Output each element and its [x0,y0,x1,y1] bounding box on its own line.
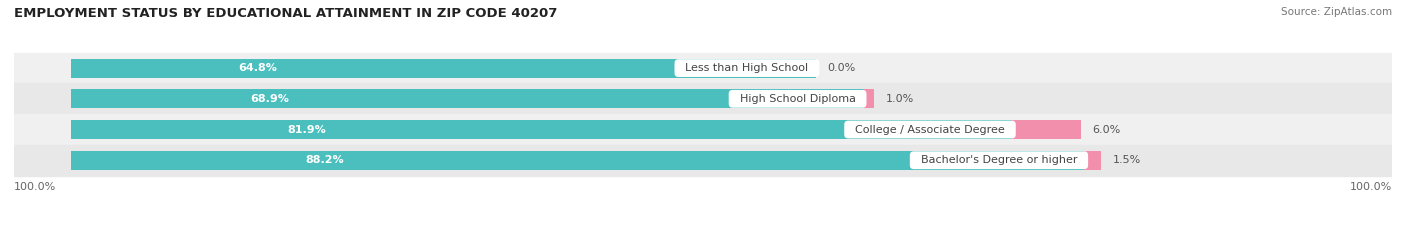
Bar [14,83,1392,114]
Bar [14,53,1392,83]
Legend: In Labor Force, Unemployed: In Labor Force, Unemployed [599,231,807,233]
Text: 64.8%: 64.8% [238,63,277,73]
Bar [1012,120,1081,139]
Bar [14,114,1392,145]
Bar [863,89,875,108]
Bar [72,89,863,108]
Text: 6.0%: 6.0% [1092,124,1121,134]
Text: 88.2%: 88.2% [305,155,344,165]
Text: Bachelor's Degree or higher: Bachelor's Degree or higher [914,155,1084,165]
Text: College / Associate Degree: College / Associate Degree [848,124,1012,134]
Text: 100.0%: 100.0% [1350,182,1392,192]
Bar [72,151,1084,170]
Text: 81.9%: 81.9% [287,124,326,134]
Text: High School Diploma: High School Diploma [733,94,863,104]
Text: 1.5%: 1.5% [1114,155,1142,165]
Bar [1084,151,1101,170]
Text: Source: ZipAtlas.com: Source: ZipAtlas.com [1281,7,1392,17]
Text: EMPLOYMENT STATUS BY EDUCATIONAL ATTAINMENT IN ZIP CODE 40207: EMPLOYMENT STATUS BY EDUCATIONAL ATTAINM… [14,7,557,20]
Bar [72,120,1012,139]
Text: 68.9%: 68.9% [250,94,288,104]
Bar [14,145,1392,176]
Bar [72,58,815,78]
Text: 0.0%: 0.0% [827,63,855,73]
Text: 1.0%: 1.0% [886,94,914,104]
Text: Less than High School: Less than High School [679,63,815,73]
Text: 100.0%: 100.0% [14,182,56,192]
